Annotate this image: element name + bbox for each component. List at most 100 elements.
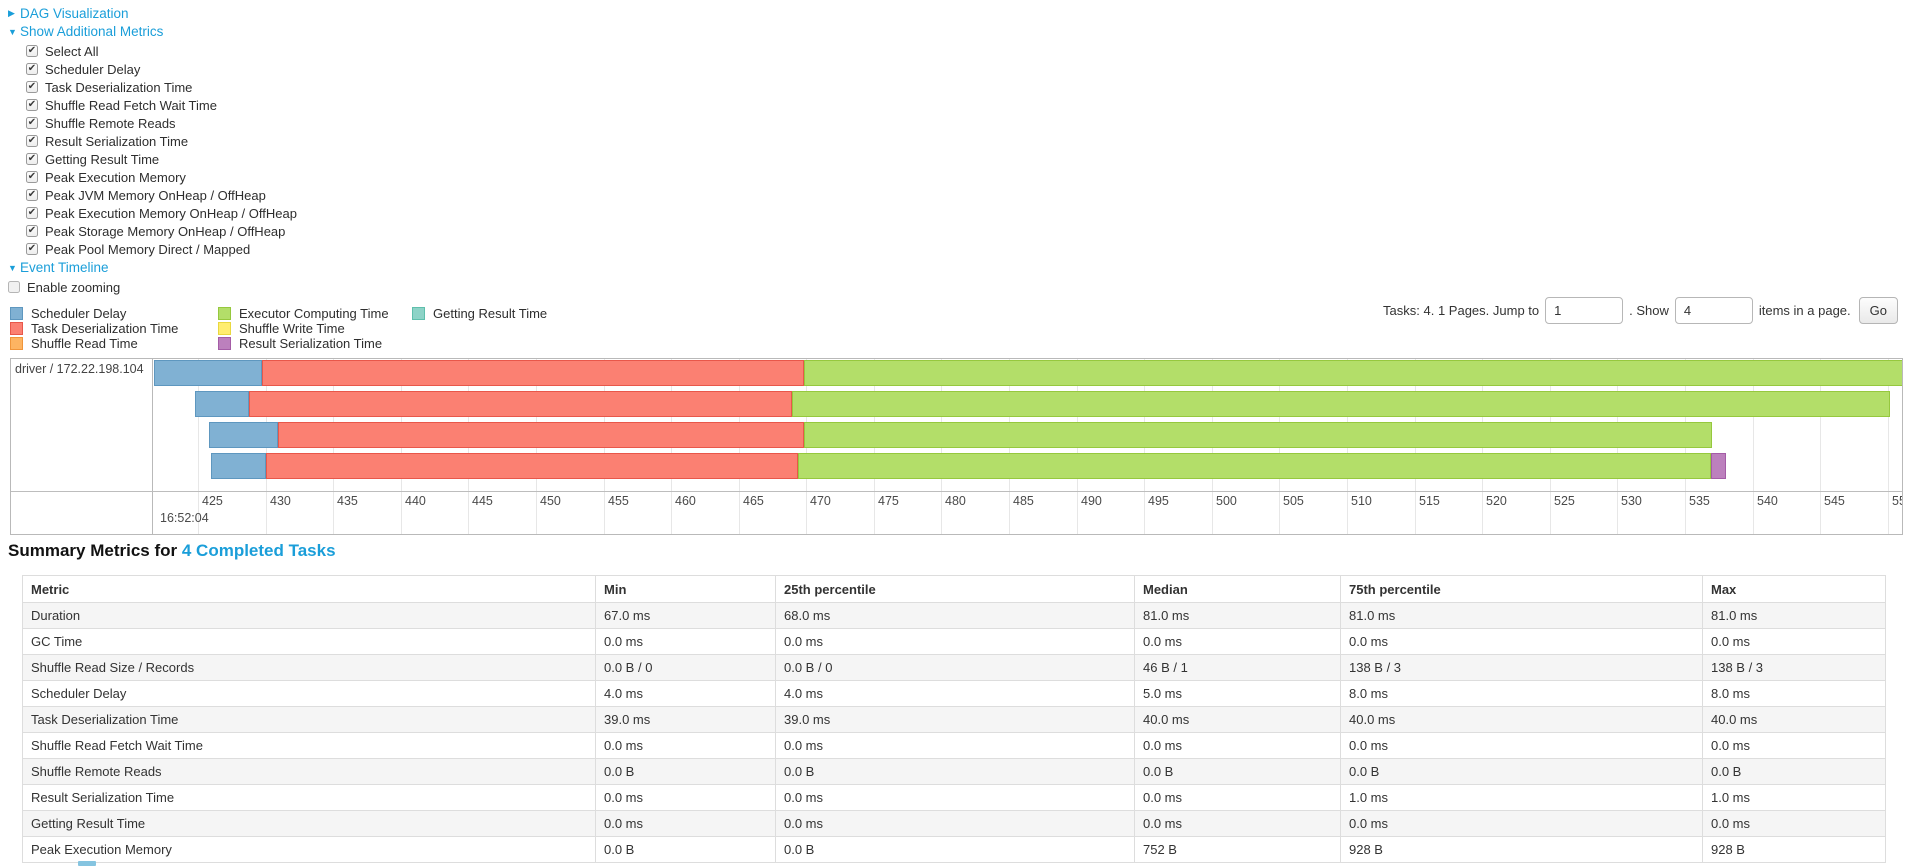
timeline-segment-scheduler_delay[interactable] [208,422,278,448]
legend-swatch-shuffle_read [10,337,23,350]
metric-value-cell: 1.0 ms [1340,784,1703,811]
metric-checkbox[interactable]: ✔ [26,135,38,147]
timeline-segment-task_deserialization[interactable] [262,360,805,386]
gridline [198,359,199,534]
metric-checkbox[interactable]: ✔ [26,117,38,129]
metric-name-cell: Duration [22,602,596,629]
go-button[interactable]: Go [1858,297,1898,324]
metric-checkbox-label: Shuffle Read Fetch Wait Time [45,97,217,113]
metric-checkbox-row: ✔ Peak Storage Memory OnHeap / OffHeap [26,222,297,240]
metric-checkbox[interactable]: ✔ [26,63,38,75]
event-timeline-link[interactable]: Event Timeline [20,260,109,275]
metric-value-cell: 0.0 ms [1340,810,1703,837]
metric-value-cell: 0.0 B [1702,758,1886,785]
metric-checkbox[interactable]: ✔ [26,153,38,165]
metric-checkbox[interactable]: ✔ [26,81,38,93]
metric-checkbox-row: ✔ Shuffle Read Fetch Wait Time [26,96,297,114]
legend-label: Shuffle Write Time [239,321,345,336]
axis-tick-label: 540 [1757,494,1778,508]
legend-label: Scheduler Delay [31,306,127,321]
table-row: Duration 67.0 ms 68.0 ms 81.0 ms 81.0 ms 81.0… [22,602,1886,629]
timeline-segment-scheduler_delay[interactable] [154,360,263,386]
timeline-plot-area: 425 430 435 440 445 450 455 460 465 470 475 480 485 4… [154,359,1902,534]
pagination-show-text: . Show [1629,303,1669,318]
axis-tick-label: 495 [1148,494,1169,508]
legend-item-executor_computing: Executor Computing Time [218,306,400,321]
metric-value-cell: 0.0 ms [1702,732,1886,759]
metric-value-cell: 0.0 ms [1702,810,1886,837]
metric-checkbox[interactable]: ✔ [26,99,38,111]
metric-checkbox-row: ✔ Peak Pool Memory Direct / Mapped [26,240,297,258]
timeline-segment-executor_computing[interactable] [803,422,1713,448]
metric-checkbox-label: Peak Pool Memory Direct / Mapped [45,241,251,257]
metric-checkbox[interactable]: ✔ [26,243,38,255]
timeline-segment-task_deserialization[interactable] [277,422,804,448]
timeline-segment-executor_computing[interactable] [798,453,1711,479]
metric-value-cell: 0.0 B / 0 [595,654,776,681]
metric-value-cell: 8.0 ms [1702,680,1886,707]
table-row: Shuffle Remote Reads 0.0 B 0.0 B 0.0 B 0.0 B… [22,758,1886,785]
legend-column: Getting Result Time [412,306,547,352]
task-pagination: Tasks: 4. 1 Pages. Jump to . Show items … [1383,297,1898,324]
items-per-page-input[interactable] [1674,297,1753,324]
axis-tick-label: 450 [540,494,561,508]
legend-swatch-shuffle_write [218,322,231,335]
metric-checkbox-label: Peak Execution Memory [45,169,186,185]
metric-checkbox[interactable]: ✔ [26,207,38,219]
metric-value-cell: 0.0 ms [1134,732,1341,759]
timeline-segment-executor_computing[interactable] [792,391,1890,417]
metric-value-cell: 0.0 B [595,758,776,785]
metric-value-cell: 0.0 ms [775,628,1135,655]
metric-value-cell: 39.0 ms [595,706,776,733]
dag-visualization-toggle[interactable]: ▶ DAG Visualization [8,6,297,21]
axis-tick-label: 445 [472,494,493,508]
metric-value-cell: 8.0 ms [1340,680,1703,707]
axis-tick-label: 425 [202,494,223,508]
event-timeline-chart: driver / 172.22.198.104 425 430 435 440 445 4… [10,358,1903,535]
metric-checkbox-row: ✔ Peak JVM Memory OnHeap / OffHeap [26,186,297,204]
axis-tick-label: 460 [675,494,696,508]
metric-value-cell: 40.0 ms [1702,706,1886,733]
timeline-segment-result_serialization[interactable] [1710,453,1726,479]
event-timeline-toggle[interactable]: ▼ Event Timeline [8,260,297,275]
metric-name-cell: Peak Execution Memory [22,836,596,863]
metric-checkbox-label: Shuffle Remote Reads [45,115,176,131]
timeline-segment-scheduler_delay[interactable] [194,391,249,417]
metric-name-cell: Shuffle Remote Reads [22,758,596,785]
completed-tasks-link[interactable]: 4 Completed Tasks [181,541,336,560]
metric-value-cell: 81.0 ms [1702,602,1886,629]
chevron-down-icon: ▼ [8,26,17,37]
metric-checkbox-row: ✔ Peak Execution Memory [26,168,297,186]
legend-item-getting_result: Getting Result Time [412,306,547,321]
jump-to-page-input[interactable] [1545,297,1624,324]
metric-value-cell: 138 B / 3 [1340,654,1703,681]
metric-value-cell: 0.0 B [595,836,776,863]
additional-metrics-toggle[interactable]: ▼ Show Additional Metrics [8,24,297,39]
metric-value-cell: 0.0 ms [1134,810,1341,837]
metric-checkbox-label: Scheduler Delay [45,61,141,77]
dag-visualization-link[interactable]: DAG Visualization [20,6,129,21]
metric-checkbox[interactable]: ✔ [26,225,38,237]
summary-title-prefix: Summary Metrics for [8,541,178,560]
enable-zooming-label: Enable zooming [27,279,121,295]
metric-value-cell: 40.0 ms [1134,706,1341,733]
metric-value-cell: 40.0 ms [1340,706,1703,733]
timeline-segment-executor_computing[interactable] [804,360,1902,386]
metric-checkbox-row: ✔ Scheduler Delay [26,60,297,78]
metric-checkbox-label: Result Serialization Time [45,133,189,149]
metric-checkbox[interactable]: ✔ [26,171,38,183]
legend-swatch-executor_computing [218,307,231,320]
metric-name-cell: GC Time [22,628,596,655]
axis-tick-label: 505 [1283,494,1304,508]
table-body: Duration 67.0 ms 68.0 ms 81.0 ms 81.0 ms 81.0… [22,602,1886,863]
metric-checkbox[interactable]: ✔ [26,45,38,57]
metric-checkbox-row: ✔ Task Deserialization Time [26,78,297,96]
enable-zooming-checkbox[interactable] [8,281,20,293]
metric-checkbox[interactable]: ✔ [26,189,38,201]
timeline-segment-task_deserialization[interactable] [248,391,793,417]
timeline-segment-scheduler_delay[interactable] [211,453,266,479]
metrics-checkbox-list: ✔ Select All ✔ Scheduler Delay ✔ Task Deseria… [8,42,297,258]
timeline-segment-task_deserialization[interactable] [265,453,799,479]
table-header-cell: Median [1134,575,1341,603]
additional-metrics-link[interactable]: Show Additional Metrics [20,24,164,39]
